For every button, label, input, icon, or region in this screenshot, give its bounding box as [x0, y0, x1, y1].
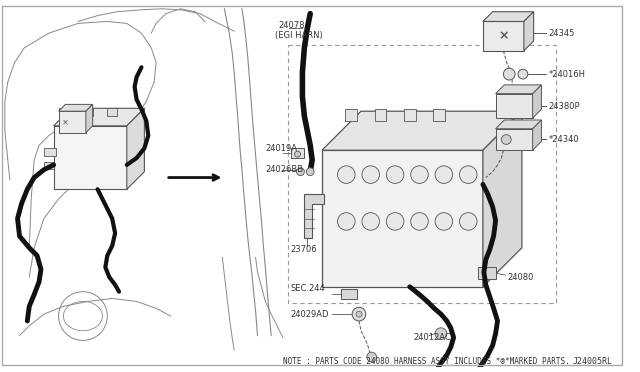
Circle shape — [296, 168, 305, 176]
Circle shape — [460, 213, 477, 230]
Bar — [44, 162, 54, 169]
Circle shape — [367, 352, 376, 362]
Bar — [44, 148, 56, 156]
Text: 24019A: 24019A — [266, 144, 298, 153]
Polygon shape — [305, 194, 324, 238]
Circle shape — [460, 166, 477, 183]
Polygon shape — [127, 108, 145, 189]
Circle shape — [307, 168, 314, 176]
Polygon shape — [483, 22, 524, 51]
Polygon shape — [54, 126, 127, 189]
Circle shape — [411, 166, 428, 183]
Circle shape — [387, 166, 404, 183]
Text: 24080: 24080 — [508, 273, 534, 282]
Bar — [342, 289, 357, 298]
Polygon shape — [495, 85, 541, 94]
Circle shape — [362, 166, 380, 183]
Circle shape — [435, 213, 452, 230]
Text: 24029AD: 24029AD — [291, 310, 329, 319]
Circle shape — [435, 328, 447, 340]
Text: 23706: 23706 — [291, 245, 317, 254]
Circle shape — [294, 151, 300, 157]
Polygon shape — [495, 94, 532, 118]
Circle shape — [411, 213, 428, 230]
Bar — [433, 109, 445, 121]
Text: *24016H: *24016H — [548, 70, 585, 78]
Circle shape — [356, 311, 362, 317]
Text: 24345: 24345 — [548, 29, 575, 38]
Circle shape — [518, 69, 528, 79]
Polygon shape — [532, 120, 541, 150]
Text: (EGI HARN): (EGI HARN) — [275, 31, 323, 39]
Text: SEC.244: SEC.244 — [291, 284, 326, 293]
Bar — [83, 108, 93, 116]
Text: 24078: 24078 — [278, 21, 305, 30]
Text: NOTE : PARTS CODE 24080 HARNESS ASSY INCLUDES *®*MARKED PARTS.: NOTE : PARTS CODE 24080 HARNESS ASSY INC… — [283, 357, 570, 366]
Circle shape — [337, 166, 355, 183]
Circle shape — [337, 213, 355, 230]
Polygon shape — [495, 129, 532, 150]
Polygon shape — [524, 12, 534, 51]
Polygon shape — [495, 120, 541, 129]
Bar — [58, 108, 68, 116]
Bar — [478, 267, 495, 279]
Text: J24005RL: J24005RL — [573, 357, 612, 366]
Circle shape — [387, 213, 404, 230]
Polygon shape — [54, 108, 145, 126]
Text: *24340: *24340 — [548, 135, 579, 144]
Polygon shape — [483, 111, 522, 287]
Bar — [288, 45, 556, 304]
Circle shape — [504, 68, 515, 80]
Circle shape — [435, 166, 452, 183]
Text: ×: × — [498, 30, 509, 42]
Bar — [291, 148, 305, 158]
Circle shape — [352, 307, 366, 321]
Bar — [108, 108, 117, 116]
Text: ×: × — [62, 118, 69, 128]
Bar — [346, 109, 357, 121]
Circle shape — [362, 213, 380, 230]
Text: 24026BB: 24026BB — [266, 165, 303, 174]
Polygon shape — [322, 111, 522, 150]
Polygon shape — [532, 85, 541, 118]
Polygon shape — [483, 12, 534, 22]
Polygon shape — [86, 105, 93, 133]
Text: 24012AC: 24012AC — [413, 333, 451, 342]
Text: 24380P: 24380P — [548, 102, 580, 111]
Polygon shape — [322, 150, 483, 287]
Circle shape — [501, 135, 511, 144]
Polygon shape — [58, 111, 86, 133]
Bar — [404, 109, 415, 121]
Bar — [374, 109, 387, 121]
Polygon shape — [58, 105, 93, 111]
